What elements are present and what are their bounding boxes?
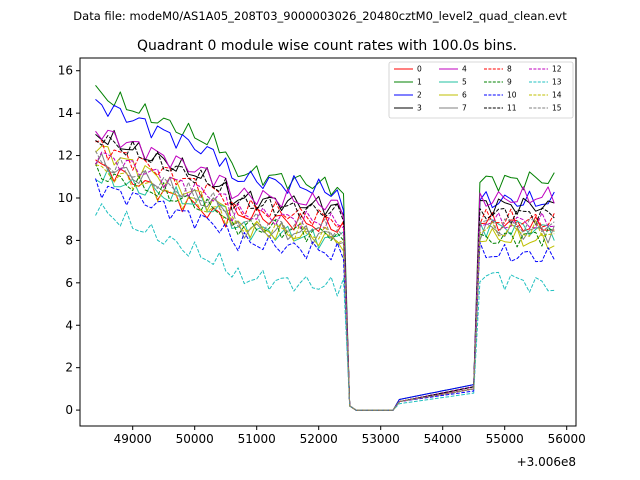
plot-area [95, 84, 555, 411]
x-offset-label: +3.006e8 [517, 455, 576, 469]
legend-label-2: 2 [417, 91, 422, 100]
x-axis: 49000 50000 51000 52000 53000 54000 55000 56000 [114, 426, 586, 446]
legend-label-15: 15 [552, 104, 562, 113]
x-tick-label: 49000 [114, 432, 152, 446]
legend-label-5: 5 [462, 78, 467, 87]
legend-label-9: 9 [507, 78, 512, 87]
x-tick-label: 56000 [548, 432, 586, 446]
legend-label-3: 3 [417, 104, 422, 113]
legend-label-6: 6 [462, 91, 467, 100]
x-tick-label: 53000 [362, 432, 400, 446]
x-tick-label: 54000 [424, 432, 462, 446]
legend-label-14: 14 [552, 91, 562, 100]
legend-box [388, 61, 574, 119]
legend-label-8: 8 [507, 65, 512, 74]
chart-title: Quadrant 0 module wise count rates with … [137, 38, 517, 54]
legend-label-4: 4 [462, 65, 467, 74]
axes-frame [79, 57, 577, 427]
legend-label-10: 10 [507, 91, 517, 100]
y-tick-label: 10 [58, 191, 73, 205]
y-tick-label: 8 [65, 233, 73, 247]
y-tick-label: 0 [65, 403, 73, 417]
legend-label-11: 11 [507, 104, 517, 113]
y-tick-label: 6 [65, 276, 73, 290]
series-line-15 [95, 150, 555, 411]
legend-label-0: 0 [417, 65, 422, 74]
x-tick-label: 51000 [238, 432, 276, 446]
legend-label-7: 7 [462, 104, 467, 113]
series-line-13 [95, 203, 555, 411]
y-tick-label: 14 [58, 106, 73, 120]
legend-label-1: 1 [417, 78, 422, 87]
legend-label-13: 13 [552, 78, 562, 87]
y-axis: 0 2 4 6 8 10 12 14 16 [58, 64, 80, 417]
y-tick-label: 12 [58, 149, 73, 163]
x-tick-label: 50000 [176, 432, 214, 446]
y-tick-label: 16 [58, 64, 73, 78]
chart-suptitle: Data file: modeM0/AS1A05_208T03_90000030… [73, 9, 567, 23]
y-tick-label: 2 [65, 361, 73, 375]
x-tick-label: 52000 [300, 432, 338, 446]
legend-label-12: 12 [552, 65, 562, 74]
x-tick-label: 55000 [486, 432, 524, 446]
y-tick-label: 4 [65, 318, 73, 332]
